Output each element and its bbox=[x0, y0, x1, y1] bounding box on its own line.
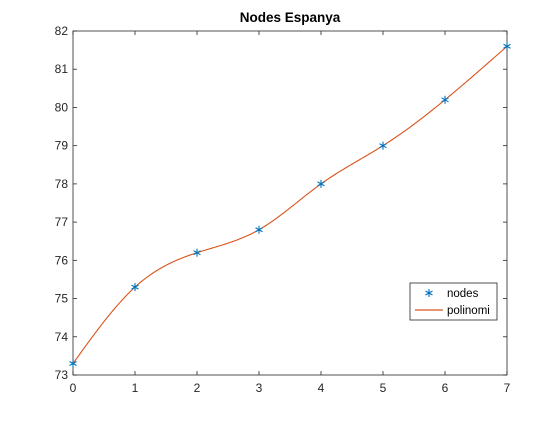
y-tick-label: 80 bbox=[55, 100, 69, 114]
y-tick-label: 78 bbox=[55, 177, 69, 191]
data-point-nodes bbox=[193, 248, 201, 257]
legend-label-polinomi: polinomi bbox=[447, 305, 490, 317]
x-tick-label: 7 bbox=[504, 381, 511, 395]
legend-label-nodes: nodes bbox=[447, 288, 479, 300]
data-point-nodes bbox=[503, 42, 511, 51]
y-tick-label: 76 bbox=[55, 253, 69, 267]
y-tick-label: 81 bbox=[55, 62, 69, 76]
legend-marker-nodes bbox=[425, 289, 433, 297]
legend-box bbox=[409, 282, 498, 321]
marker-stroke bbox=[425, 290, 433, 296]
marker-stroke bbox=[503, 43, 511, 49]
data-point-nodes bbox=[69, 359, 77, 368]
marker-stroke bbox=[317, 181, 325, 187]
plot-box bbox=[72, 30, 508, 376]
data-point-nodes bbox=[317, 179, 325, 188]
marker-stroke bbox=[441, 97, 449, 103]
x-tick-label: 5 bbox=[380, 381, 387, 395]
y-tick-label: 82 bbox=[55, 24, 69, 38]
y-tick-label: 74 bbox=[55, 330, 69, 344]
x-tick-label: 4 bbox=[318, 381, 325, 395]
chart-title: Nodes Espanya bbox=[240, 10, 341, 25]
series-layer bbox=[69, 42, 511, 368]
plot-area bbox=[72, 30, 508, 376]
data-point-nodes bbox=[379, 141, 387, 150]
legend[interactable]: nodes polinomi bbox=[409, 282, 498, 321]
x-tick-label: 1 bbox=[132, 381, 139, 395]
marker-stroke bbox=[379, 143, 387, 149]
y-tick-label: 75 bbox=[55, 292, 69, 306]
y-tick-label: 73 bbox=[55, 368, 69, 382]
y-axis: 73 74 75 76 77 78 79 80 81 82 bbox=[55, 24, 507, 382]
marker-stroke bbox=[193, 250, 201, 256]
series-line-polinomi bbox=[72, 45, 508, 364]
x-tick-label: 2 bbox=[194, 381, 201, 395]
data-point-nodes bbox=[255, 225, 263, 234]
x-axis: 0 1 2 3 4 5 6 7 bbox=[70, 31, 511, 395]
marker-stroke bbox=[131, 284, 139, 290]
marker-stroke bbox=[255, 227, 263, 233]
marker-stroke bbox=[69, 361, 77, 367]
legend-marker-glyph bbox=[425, 289, 433, 297]
data-point-nodes bbox=[131, 283, 139, 292]
x-tick-label: 3 bbox=[256, 381, 263, 395]
data-point-nodes bbox=[441, 95, 449, 104]
y-tick-label: 77 bbox=[55, 215, 69, 229]
x-tick-label: 0 bbox=[70, 381, 77, 395]
x-tick-label: 6 bbox=[442, 381, 449, 395]
y-tick-label: 79 bbox=[55, 139, 69, 153]
